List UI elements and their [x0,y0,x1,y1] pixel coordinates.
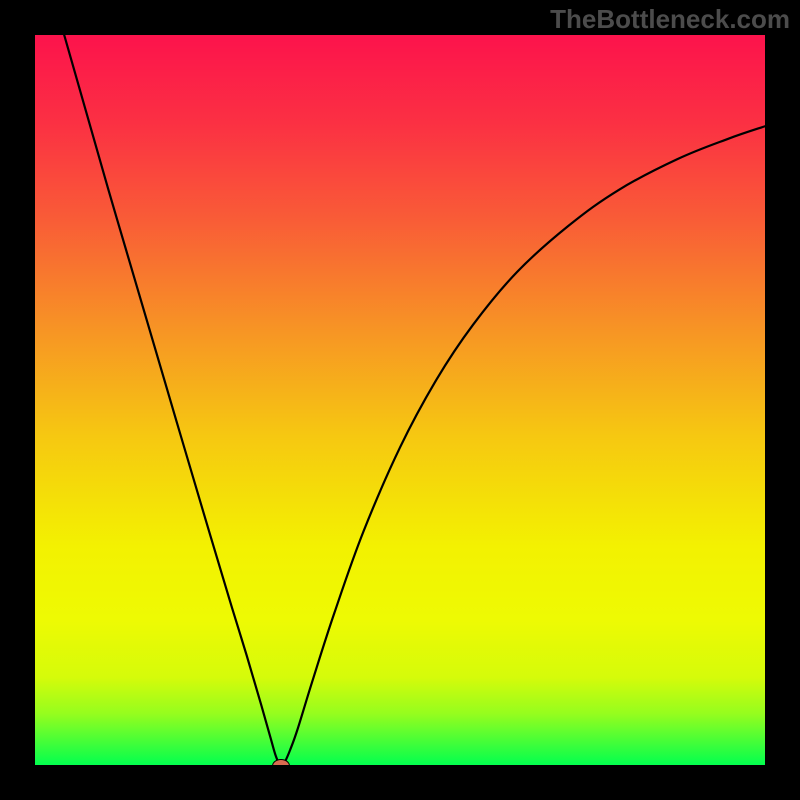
plot-area [35,35,765,765]
bottleneck-curve [35,35,765,765]
watermark-text: TheBottleneck.com [550,4,790,35]
